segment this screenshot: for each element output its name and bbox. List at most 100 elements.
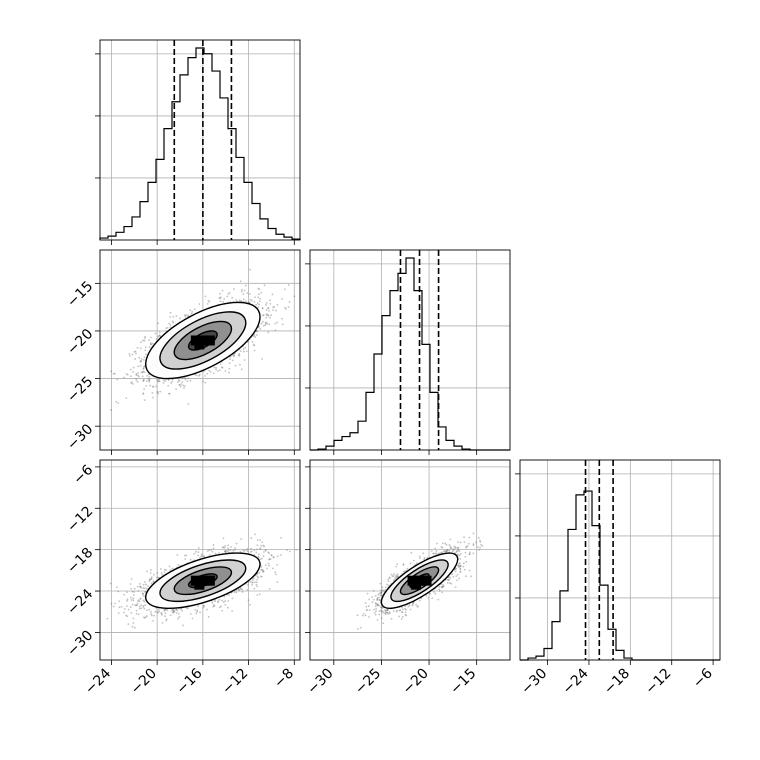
sample-point xyxy=(166,609,169,612)
sample-point xyxy=(195,612,198,615)
sample-point xyxy=(224,545,227,547)
sample-point xyxy=(293,295,296,298)
sample-point xyxy=(266,313,269,316)
sample-point xyxy=(131,383,134,385)
sample-point xyxy=(273,306,276,308)
sample-point xyxy=(175,388,178,391)
sample-point xyxy=(457,566,460,569)
sample-point xyxy=(135,372,138,375)
sample-point xyxy=(210,549,213,551)
sample-point xyxy=(253,581,256,584)
sample-point xyxy=(150,582,153,585)
sample-point xyxy=(172,611,175,614)
sample-point xyxy=(247,599,250,602)
sample-point xyxy=(172,609,175,612)
sample-point xyxy=(406,567,409,570)
sample-point xyxy=(381,606,384,609)
sample-point xyxy=(173,610,176,612)
sample-point xyxy=(447,579,450,582)
sample-point xyxy=(448,582,451,584)
sample-point xyxy=(232,354,235,357)
sample-point xyxy=(130,368,132,371)
sample-point xyxy=(374,594,377,597)
sample-point xyxy=(281,323,284,326)
sample-point xyxy=(373,608,375,611)
sample-point xyxy=(112,372,115,375)
sample-point xyxy=(267,314,270,317)
sample-point xyxy=(172,610,175,613)
x-tick-label: −25 xyxy=(352,666,384,698)
sample-point xyxy=(364,614,367,617)
sample-point xyxy=(141,375,144,378)
sample-point xyxy=(454,586,457,589)
sample-point xyxy=(143,600,146,603)
sample-point xyxy=(172,608,174,611)
sample-point xyxy=(142,606,145,608)
sample-point xyxy=(228,594,230,596)
sample-point xyxy=(442,542,444,545)
sample-point xyxy=(438,552,440,555)
sample-point xyxy=(120,605,123,608)
sample-point xyxy=(224,370,227,372)
histogram-panel-1-background xyxy=(310,250,510,450)
sample-point xyxy=(388,612,391,615)
sample-point xyxy=(380,609,383,612)
sample-point xyxy=(150,610,152,613)
sample-point xyxy=(226,295,229,298)
sample-point xyxy=(388,611,391,614)
sample-point xyxy=(136,600,139,603)
sample-point xyxy=(260,575,262,578)
sample-point xyxy=(468,569,471,572)
sample-point xyxy=(232,549,235,552)
sample-point xyxy=(386,583,388,586)
sample-point xyxy=(142,393,145,395)
sample-point xyxy=(384,612,386,615)
sample-point xyxy=(137,374,139,377)
sample-point xyxy=(126,373,129,376)
sample-point xyxy=(150,336,152,339)
sample-point xyxy=(259,327,262,330)
sample-point xyxy=(404,608,407,611)
sample-point xyxy=(135,374,138,376)
sample-point xyxy=(158,378,161,381)
sample-point xyxy=(378,610,381,612)
sample-point xyxy=(246,292,249,295)
x-tick-label: −15 xyxy=(447,666,479,698)
sample-point xyxy=(204,295,207,298)
sample-point xyxy=(456,579,458,582)
sample-point xyxy=(275,573,277,576)
sample-point xyxy=(364,602,367,604)
sample-point xyxy=(158,334,161,337)
sample-point xyxy=(258,300,261,303)
sample-point xyxy=(137,599,140,602)
sample-point xyxy=(260,557,263,560)
sample-point xyxy=(251,581,254,584)
density-core xyxy=(421,575,432,586)
sample-point xyxy=(200,553,203,556)
sample-point xyxy=(172,610,175,613)
sample-point xyxy=(178,615,181,618)
sample-point xyxy=(268,558,271,561)
sample-point xyxy=(438,589,441,592)
sample-point xyxy=(286,549,289,552)
sample-point xyxy=(135,352,137,355)
sample-point xyxy=(151,391,154,394)
sample-point xyxy=(146,374,149,377)
sample-point xyxy=(238,352,241,355)
sample-point xyxy=(157,392,160,395)
sample-point xyxy=(152,581,155,583)
sample-point xyxy=(142,380,145,382)
sample-point xyxy=(425,594,428,597)
sample-point xyxy=(148,379,150,381)
sample-point xyxy=(268,558,271,561)
sample-point xyxy=(139,585,142,588)
sample-point xyxy=(453,545,456,548)
sample-point xyxy=(117,612,120,615)
sample-point xyxy=(253,344,256,347)
sample-point xyxy=(250,550,253,553)
sample-point xyxy=(171,567,174,570)
sample-point xyxy=(184,554,186,557)
sample-point xyxy=(151,385,154,388)
sample-point xyxy=(254,296,256,299)
